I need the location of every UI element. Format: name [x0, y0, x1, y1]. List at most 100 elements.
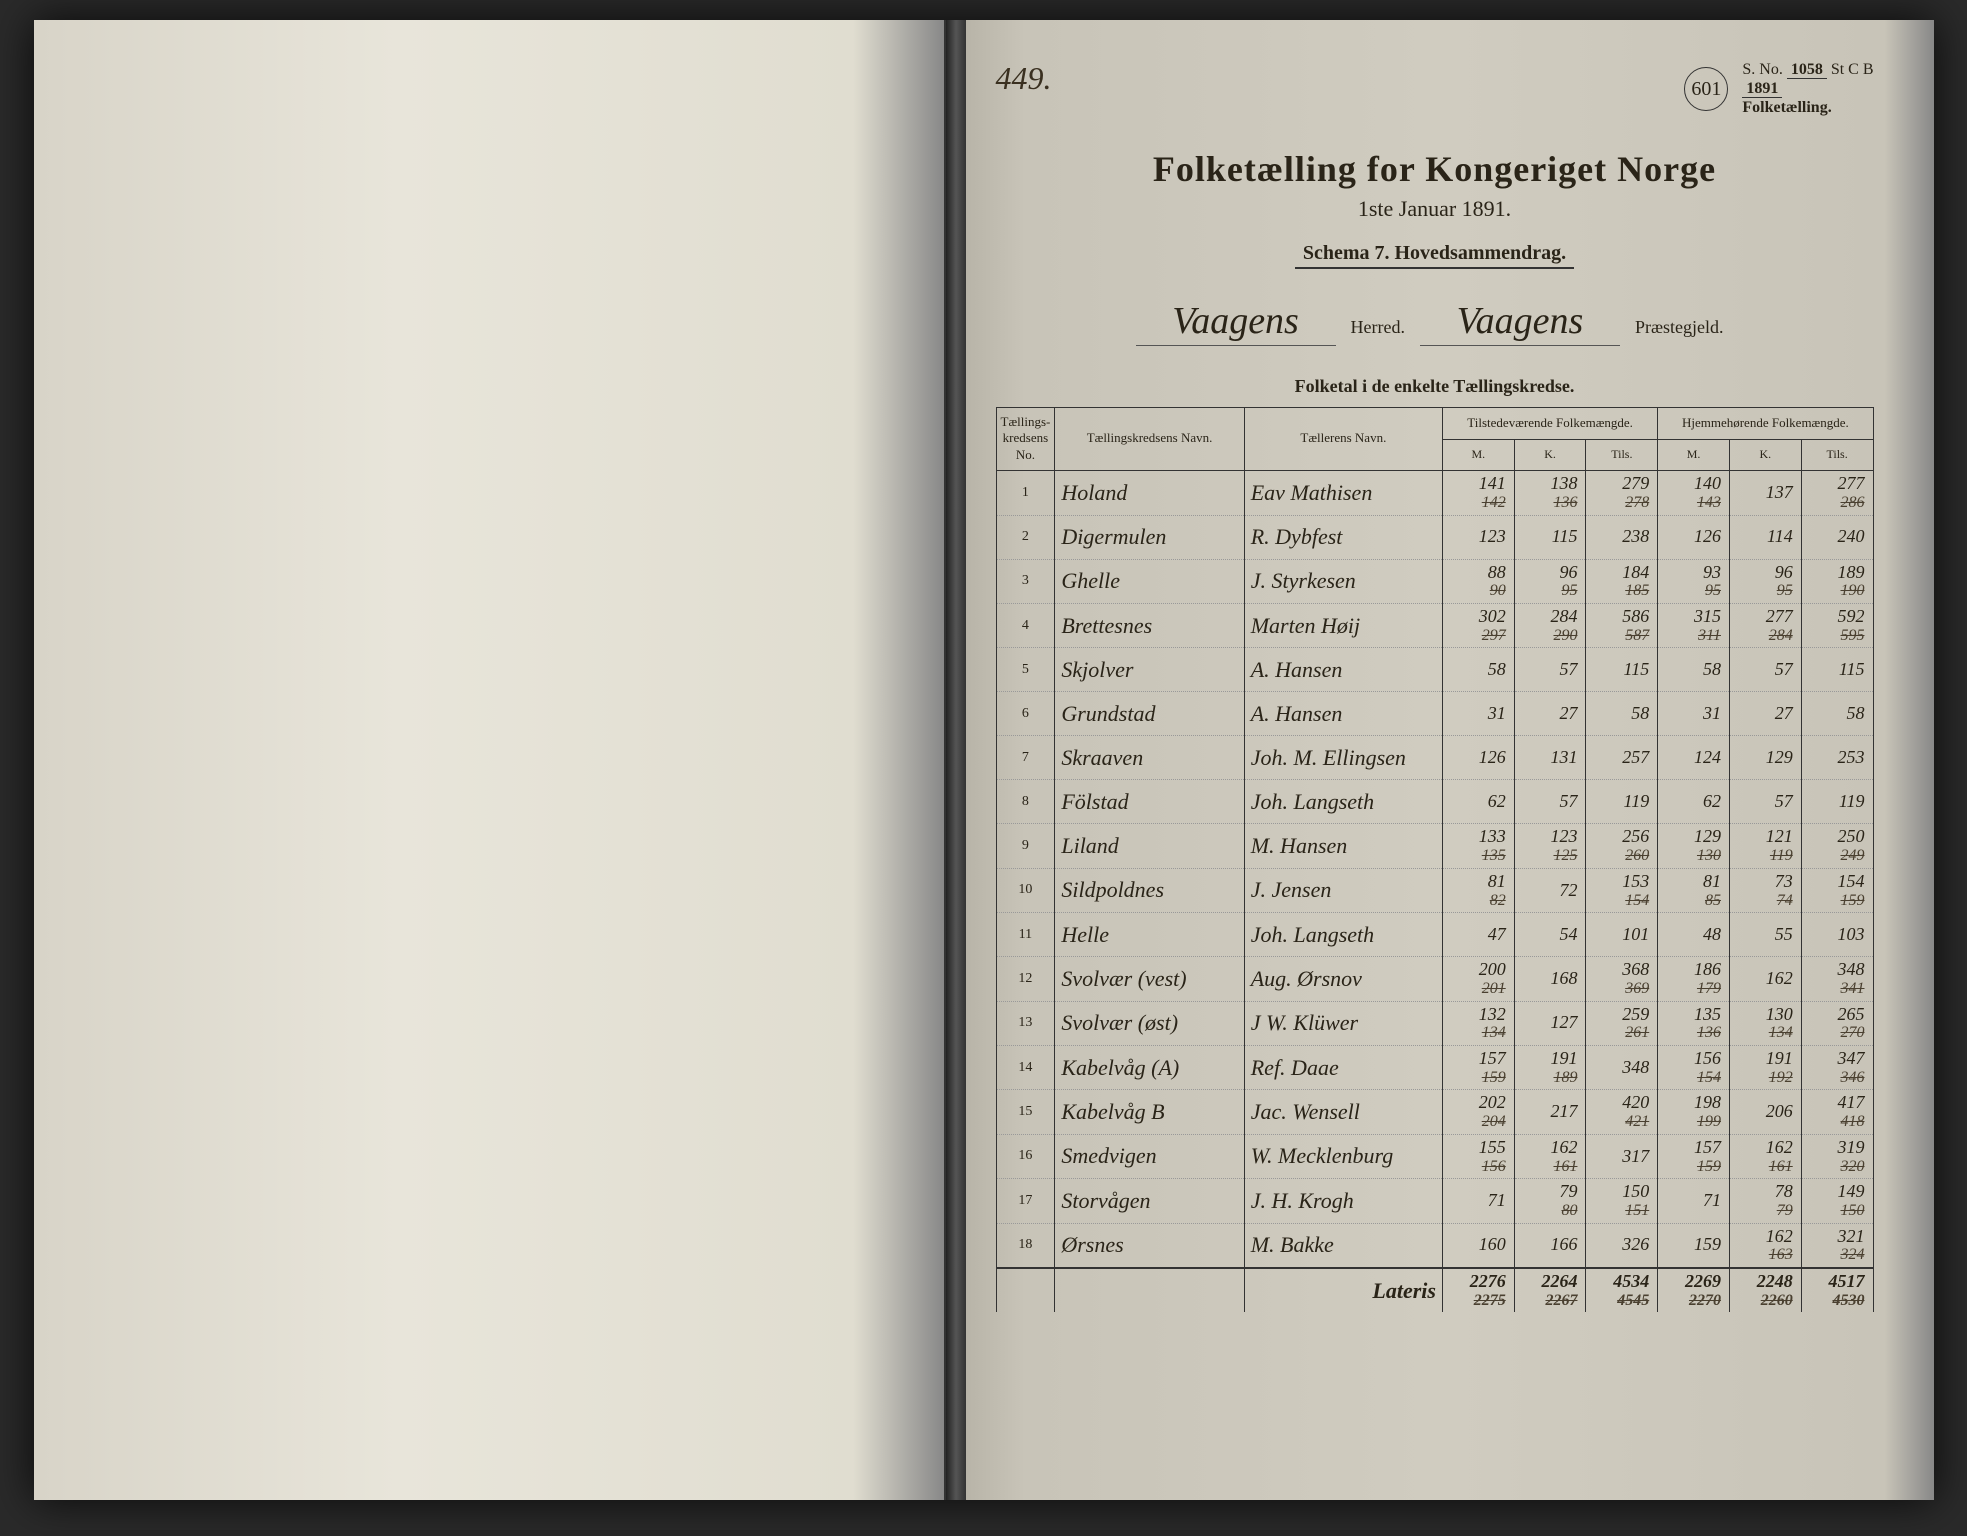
num-cell: 162161 — [1514, 1134, 1586, 1178]
row-no: 1 — [996, 471, 1055, 515]
num-cell: 154159 — [1801, 868, 1873, 912]
num-cell: 157159 — [1442, 1045, 1514, 1089]
num-cell: 131 — [1514, 736, 1586, 780]
stamp-code: St C B — [1831, 61, 1874, 78]
num-cell: 240 — [1801, 515, 1873, 559]
num-cell: 103 — [1801, 913, 1873, 957]
subtitle: 1ste Januar 1891. — [996, 196, 1874, 222]
num-cell: 149150 — [1801, 1179, 1873, 1223]
num-cell: 58 — [1586, 692, 1658, 736]
num-cell: 58 — [1442, 648, 1514, 692]
num-cell: 284290 — [1514, 604, 1586, 648]
num-cell: 8185 — [1658, 868, 1730, 912]
num-cell: 150151 — [1586, 1179, 1658, 1223]
row-no: 18 — [996, 1223, 1055, 1268]
num-cell: 420421 — [1586, 1090, 1658, 1134]
num-cell: 348 — [1586, 1045, 1658, 1089]
row-no: 4 — [996, 604, 1055, 648]
right-page: 449. 601 S. No. 1058 St C B 1891 Folketæ… — [946, 20, 1934, 1500]
num-cell: 348341 — [1801, 957, 1873, 1001]
kreds-navn: Brettesnes — [1055, 604, 1244, 648]
row-no: 6 — [996, 692, 1055, 736]
th-no: Tællings- kredsens No. — [996, 407, 1055, 471]
num-cell: 277284 — [1729, 604, 1801, 648]
kreds-navn: Grundstad — [1055, 692, 1244, 736]
table-row: 3GhelleJ. Styrkesen889096951841859395969… — [996, 559, 1873, 603]
praestegjeld-label: Præstegjeld. — [1635, 317, 1724, 337]
num-cell: 45344545 — [1586, 1268, 1658, 1312]
row-no: 13 — [996, 1001, 1055, 1045]
num-cell: 319320 — [1801, 1134, 1873, 1178]
teller-navn: M. Hansen — [1244, 824, 1442, 868]
teller-navn: Joh. Langseth — [1244, 913, 1442, 957]
num-cell: 191192 — [1729, 1045, 1801, 1089]
num-cell: 189190 — [1801, 559, 1873, 603]
row-no: 2 — [996, 515, 1055, 559]
num-cell: 115 — [1514, 515, 1586, 559]
teller-navn: Aug. Ørsnov — [1244, 957, 1442, 1001]
row-no: 7 — [996, 736, 1055, 780]
num-cell: 57 — [1729, 648, 1801, 692]
table-row: 8FölstadJoh. Langseth62571196257119 — [996, 780, 1873, 824]
teller-navn: J. Styrkesen — [1244, 559, 1442, 603]
num-cell: 317 — [1586, 1134, 1658, 1178]
th-tm: M. — [1442, 440, 1514, 471]
num-cell: 127 — [1514, 1001, 1586, 1045]
num-cell: 22482260 — [1729, 1268, 1801, 1312]
teller-navn: Jac. Wensell — [1244, 1090, 1442, 1134]
stamp-num: 1058 — [1787, 61, 1827, 79]
table-row: 11HelleJoh. Langseth47541014855103 — [996, 913, 1873, 957]
num-cell: 126 — [1658, 515, 1730, 559]
kreds-navn: Ghelle — [1055, 559, 1244, 603]
table-row: 16SmedvigenW. Mecklenburg155156162161317… — [996, 1134, 1873, 1178]
num-cell: 62 — [1658, 780, 1730, 824]
num-cell: 129130 — [1658, 824, 1730, 868]
th-tilst: Tilstedeværende Folkemængde. — [1442, 407, 1657, 440]
herred-label: Herred. — [1351, 317, 1405, 337]
num-cell: 62 — [1442, 780, 1514, 824]
num-cell: 119 — [1801, 780, 1873, 824]
num-cell: 259261 — [1586, 1001, 1658, 1045]
table-row: 18ØrsnesM. Bakke160166326159162163321324 — [996, 1223, 1873, 1268]
teller-navn: Eav Mathisen — [1244, 471, 1442, 515]
row-no: 10 — [996, 868, 1055, 912]
th-navn: Tællingskredsens Navn. — [1055, 407, 1244, 471]
num-cell: 253 — [1801, 736, 1873, 780]
archive-stamp: S. No. 1058 St C B 1891 Folketælling. — [1742, 60, 1873, 118]
row-no: 14 — [996, 1045, 1055, 1089]
num-cell: 57 — [1514, 780, 1586, 824]
district-line: Vaagens Herred. Vaagens Præstegjeld. — [996, 299, 1874, 346]
num-cell: 133135 — [1442, 824, 1514, 868]
th-tt: Tils. — [1586, 440, 1658, 471]
num-cell: 123 — [1442, 515, 1514, 559]
num-cell: 57 — [1514, 648, 1586, 692]
teller-navn: W. Mecklenburg — [1244, 1134, 1442, 1178]
teller-navn: Joh. Langseth — [1244, 780, 1442, 824]
num-cell: 121119 — [1729, 824, 1801, 868]
num-cell: 166 — [1514, 1223, 1586, 1268]
num-cell: 48 — [1658, 913, 1730, 957]
th-hjem: Hjemmehørende Folkemængde. — [1658, 407, 1873, 440]
num-cell: 72 — [1514, 868, 1586, 912]
kreds-navn: Holand — [1055, 471, 1244, 515]
num-cell: 22692270 — [1658, 1268, 1730, 1312]
num-cell: 200201 — [1442, 957, 1514, 1001]
num-cell: 156154 — [1658, 1045, 1730, 1089]
table-row: 5SkjolverA. Hansen58571155857115 — [996, 648, 1873, 692]
num-cell: 57 — [1729, 780, 1801, 824]
num-cell: 256260 — [1586, 824, 1658, 868]
table-row: 15Kabelvåg BJac. Wensell2022042174204211… — [996, 1090, 1873, 1134]
kreds-navn: Svolvær (vest) — [1055, 957, 1244, 1001]
num-cell: 7980 — [1514, 1179, 1586, 1223]
num-cell: 191189 — [1514, 1045, 1586, 1089]
num-cell: 141142 — [1442, 471, 1514, 515]
row-no: 5 — [996, 648, 1055, 692]
row-no: 11 — [996, 913, 1055, 957]
num-cell: 114 — [1729, 515, 1801, 559]
num-cell: 115 — [1801, 648, 1873, 692]
num-cell: 71 — [1658, 1179, 1730, 1223]
num-cell: 347346 — [1801, 1045, 1873, 1089]
circled-number: 601 — [1684, 67, 1728, 111]
kreds-navn: Storvågen — [1055, 1179, 1244, 1223]
kreds-navn: Ørsnes — [1055, 1223, 1244, 1268]
